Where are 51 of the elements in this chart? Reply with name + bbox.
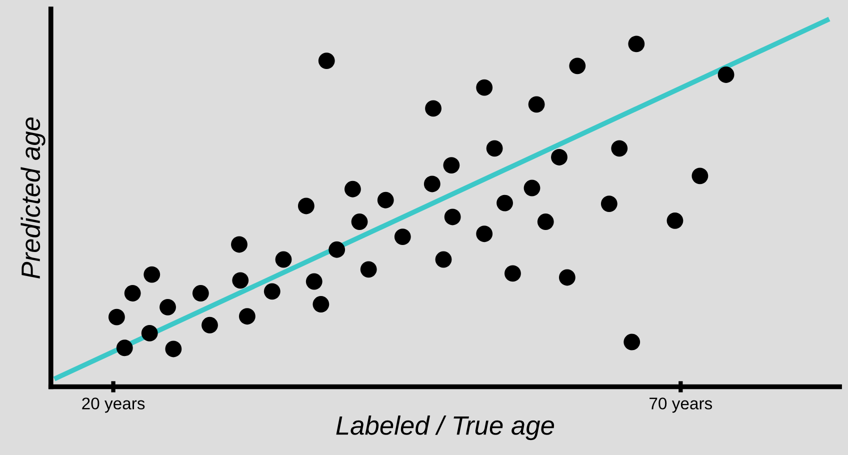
point (444, 208, 461, 226)
point (144, 266, 160, 283)
point (718, 66, 734, 83)
x-tick-label: 70 years (650, 398, 712, 413)
point (692, 168, 708, 184)
point (435, 251, 452, 268)
point (124, 285, 141, 302)
point (202, 316, 218, 334)
point (360, 261, 377, 278)
point (306, 273, 322, 290)
point (496, 194, 513, 212)
point (312, 296, 330, 312)
point (108, 308, 125, 326)
point (328, 241, 346, 258)
point (264, 283, 280, 300)
point (569, 58, 586, 74)
point (537, 214, 554, 230)
point (298, 198, 314, 214)
x-axis-title: Labeled / True age (336, 415, 554, 440)
point (425, 100, 442, 117)
point (551, 149, 568, 166)
point (394, 228, 411, 246)
point (238, 308, 256, 325)
point (231, 236, 248, 253)
point (528, 96, 545, 113)
point (165, 340, 182, 358)
point (600, 196, 618, 212)
point (116, 340, 133, 356)
point (611, 140, 628, 157)
point (628, 36, 645, 52)
point (275, 251, 292, 268)
point (624, 334, 640, 350)
point (351, 214, 368, 230)
point (160, 298, 176, 316)
point (192, 285, 209, 302)
point (524, 180, 540, 196)
point (141, 325, 158, 342)
point (377, 192, 394, 208)
x-tick-label: 20 years (82, 398, 145, 413)
point (476, 226, 493, 242)
point (318, 52, 335, 70)
point (504, 265, 521, 282)
point (443, 157, 460, 174)
point (476, 79, 493, 96)
point (232, 272, 249, 289)
point (486, 140, 503, 157)
y-axis-title: Predicted age (20, 117, 46, 279)
point (424, 176, 440, 192)
point (666, 212, 684, 229)
point (344, 180, 361, 198)
point (558, 269, 576, 286)
